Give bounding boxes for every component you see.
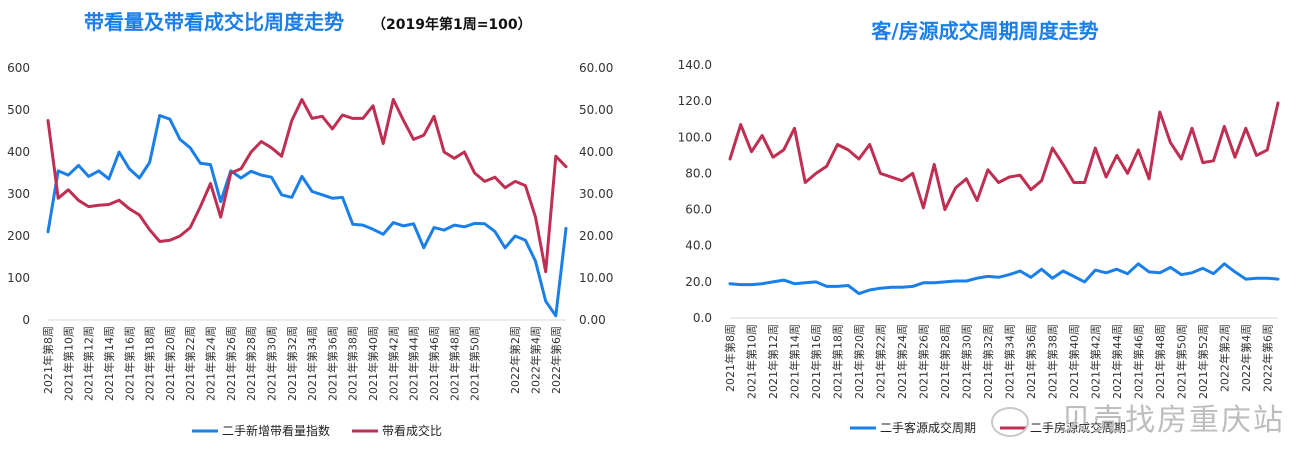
x-tick-label: 2021年第10周	[61, 326, 75, 401]
chart-title: 带看量及带看成交比周度走势	[84, 10, 344, 34]
y-right-tick-label: 60.00	[579, 61, 613, 75]
y-tick-label: 80.0	[685, 166, 712, 180]
y-left-tick-label: 400	[7, 145, 30, 159]
y-right-tick-label: 40.00	[579, 145, 613, 159]
y-tick-label: 40.0	[685, 239, 712, 253]
x-tick-label: 2021年第20周	[163, 326, 177, 401]
y-right-tick-label: 50.00	[579, 103, 613, 117]
x-tick-label: 2022年第6周	[1260, 324, 1274, 392]
x-tick-label: 2021年第28周	[244, 326, 258, 401]
x-tick-label: 2022年第2周	[1217, 324, 1231, 392]
y-left-tick-label: 600	[7, 61, 30, 75]
x-tick-label: 2021年第42周	[1088, 324, 1102, 399]
x-tick-label: 2021年第38周	[1045, 324, 1059, 399]
x-tick-label: 2021年第26周	[224, 326, 238, 401]
x-tick-label: 2021年第44周	[1110, 324, 1124, 399]
x-tick-label: 2021年第30周	[959, 324, 973, 399]
series-line-1	[46, 114, 568, 318]
x-tick-label: 2021年第40周	[1067, 324, 1081, 399]
x-tick-label: 2021年第18周	[830, 324, 844, 399]
x-tick-label: 2021年第14周	[102, 326, 116, 401]
watermark-text: 贝壳找房重庆站	[1061, 403, 1285, 438]
x-tick-label: 2021年第42周	[386, 326, 400, 401]
chart-title: 客/房源成交周期周度走势	[870, 19, 1098, 43]
x-tick-label: 2021年第24周	[204, 326, 218, 401]
x-tick-label: 2022年第4周	[1239, 324, 1253, 392]
x-tick-label: 2021年第32周	[981, 324, 995, 399]
x-tick-label: 2022年第2周	[508, 326, 522, 394]
series-line-1	[728, 262, 1280, 296]
x-tick-label: 2021年第10周	[744, 324, 758, 399]
x-tick-label: 2021年第50周	[468, 326, 482, 401]
chart-subtitle: （2019年第1周=100）	[372, 16, 532, 33]
x-tick-label: 2021年第16周	[809, 324, 823, 399]
x-tick-label: 2022年第4周	[529, 326, 543, 394]
x-tick-label: 2021年第48周	[1153, 324, 1167, 399]
x-tick-label: 2021年第52周	[1196, 324, 1210, 399]
y-left-tick-label: 300	[7, 187, 30, 201]
x-tick-label: 2021年第12周	[82, 326, 96, 401]
chart-right: 客/房源成交周期周度走势 0.0 20.0 40.0 60.0 80.0 100.0 120.…	[678, 19, 1280, 435]
x-tick-label: 2021年第34周	[1002, 324, 1016, 399]
y-tick-label: 100.0	[678, 130, 712, 144]
x-tick-label: 2021年第8周	[41, 326, 55, 394]
x-tick-label: 2021年第48周	[447, 326, 461, 401]
x-tick-label: 2021年第40周	[366, 326, 380, 401]
x-tick-label: 2021年第20周	[852, 324, 866, 399]
x-tick-label: 2021年第8周	[723, 324, 737, 392]
y-tick-label: 120.0	[678, 94, 712, 108]
y-right-tick-label: 20.00	[579, 229, 613, 243]
y-tick-label: 140.0	[678, 58, 712, 72]
watermark-logo-icon	[991, 407, 1029, 437]
x-tick-label: 2021年第28周	[938, 324, 952, 399]
series-line-2	[728, 101, 1280, 212]
series-line-2	[46, 98, 568, 274]
legend-label-1: 二手新增带看量指数	[222, 423, 330, 438]
x-tick-label: 2021年第14周	[787, 324, 801, 399]
x-tick-label: 2021年第38周	[346, 326, 360, 401]
x-tick-label: 2022年第6周	[549, 326, 563, 394]
y-left-tick-label: 100	[7, 271, 30, 285]
x-tick-label: 2021年第46周	[427, 326, 441, 401]
y-right-tick-label: 0.00	[579, 313, 606, 327]
x-tick-label: 2021年第36周	[1024, 324, 1038, 399]
y-left-tick-label: 0	[22, 313, 30, 327]
y-tick-label: 20.0	[685, 275, 712, 289]
legend-label-2: 带看成交比	[382, 423, 442, 438]
x-tick-label: 2021年第26周	[916, 324, 930, 399]
legend-label-2: 二手房源成交周期	[1030, 420, 1126, 435]
x-tick-label: 2021年第24周	[895, 324, 909, 399]
x-tick-label: 2021年第22周	[183, 326, 197, 401]
y-tick-label: 60.0	[685, 203, 712, 217]
x-tick-label: 2021年第30周	[264, 326, 278, 401]
x-tick-label: 2021年第46周	[1131, 324, 1145, 399]
x-tick-label: 2021年第36周	[325, 326, 339, 401]
y-right-tick-label: 30.00	[579, 187, 613, 201]
legend-label-1: 二手客源成交周期	[880, 420, 976, 435]
y-tick-label: 0.0	[693, 311, 712, 325]
x-tick-label: 2021年第34周	[305, 326, 319, 401]
y-left-tick-label: 200	[7, 229, 30, 243]
x-tick-label: 2021年第50周	[1174, 324, 1188, 399]
x-tick-label: 2021年第44周	[407, 326, 421, 401]
x-tick-label: 2021年第16周	[122, 326, 136, 401]
x-tick-label: 2021年第32周	[285, 326, 299, 401]
y-left-tick-label: 500	[7, 103, 30, 117]
y-right-tick-label: 10.00	[579, 271, 613, 285]
x-tick-label: 2021年第22周	[873, 324, 887, 399]
x-tick-label: 2021年第12周	[766, 324, 780, 399]
x-tick-label: 2021年第18周	[143, 326, 157, 401]
chart-left: 带看量及带看成交比周度走势 （2019年第1周=100） 0 100 200 300 400…	[7, 10, 613, 438]
